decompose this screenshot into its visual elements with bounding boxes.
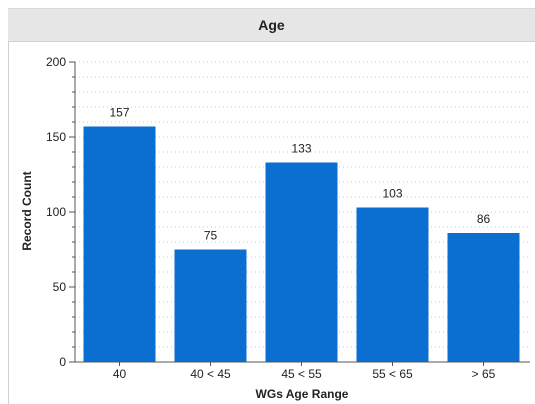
x-axis-title: WGs Age Range [256, 387, 349, 401]
bar-value-label: 75 [204, 229, 218, 243]
bar-value-label: 157 [109, 106, 129, 120]
bar [447, 233, 520, 362]
panel-title: Age [8, 8, 535, 42]
bar-value-label: 133 [291, 142, 311, 156]
data-labels: 157 75 133 103 86 [109, 106, 490, 243]
y-axis-title: Record Count [20, 171, 34, 250]
x-tick-label: 45 < 55 [281, 367, 322, 381]
y-tick-label: 100 [46, 205, 66, 219]
bar [174, 249, 247, 362]
x-tick-label: 55 < 65 [372, 367, 413, 381]
bar [83, 126, 156, 362]
y-tick-label: 200 [46, 55, 66, 69]
axes: 0 50 100 150 200 40 40 < 45 45 < 55 55 < 65 > 65 [46, 55, 530, 381]
y-tick-label: 50 [53, 280, 67, 294]
x-tick-label: 40 [113, 367, 127, 381]
bar-value-label: 103 [382, 187, 402, 201]
panel-left-border [8, 42, 9, 404]
bar-value-label: 86 [477, 212, 491, 226]
y-tick-label: 150 [46, 130, 66, 144]
bar [265, 162, 338, 362]
y-tick-label: 0 [59, 355, 66, 369]
bar [356, 207, 429, 362]
x-tick-label: 40 < 45 [190, 367, 231, 381]
bar-series [83, 126, 520, 362]
x-tick-label: > 65 [472, 367, 496, 381]
